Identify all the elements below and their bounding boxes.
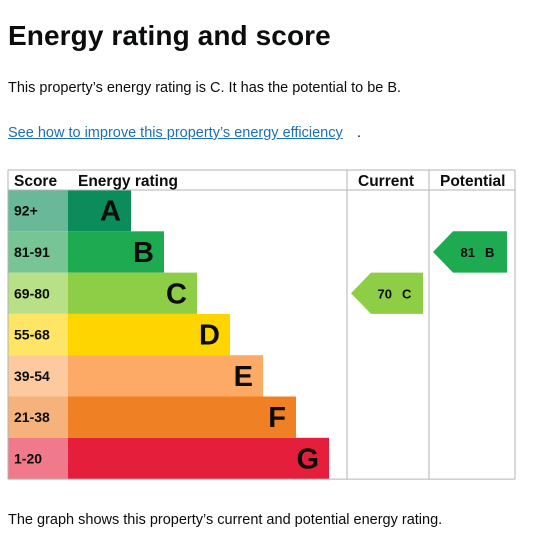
score-cell-g [8,437,68,480]
score-cell-f [8,396,68,438]
header-current: Current [358,173,414,190]
score-label-d: 55-68 [14,327,50,343]
rating-summary: This property’s energy rating is C. It h… [8,80,402,96]
rating-bar-a [68,190,131,232]
potential-rating-letter: B [485,245,494,260]
rating-letter-a: A [100,196,121,228]
rating-letter-d: D [199,320,220,352]
score-cell-d [8,313,68,356]
current-rating-arrow [351,272,423,314]
score-cell-b [8,231,68,273]
score-cell-a [8,190,68,232]
rating-bar-f [68,396,296,438]
header-potential: Potential [440,173,505,190]
rating-letter-c: C [166,278,187,310]
rating-bar-b [68,231,164,273]
current-rating-score: 70 [378,286,392,301]
score-label-c: 69-80 [14,285,50,301]
rating-bar-e [68,355,263,397]
rating-bar-d [68,313,230,356]
rating-letter-b: B [133,237,154,269]
link-suffix: . [357,125,362,141]
score-label-e: 39-54 [14,368,50,384]
score-label-g: 1-20 [14,450,42,466]
score-label-f: 21-38 [14,409,50,425]
header-score: Score [14,173,57,190]
page-title: Energy rating and score [8,20,331,51]
rating-letter-f: F [268,402,286,434]
score-label-a: 92+ [14,203,38,219]
score-cell-c [8,272,68,314]
rating-letter-g: G [296,443,319,475]
graph-caption: The graph shows this property’s current … [8,512,443,528]
score-cell-e [8,355,68,397]
rating-bar-c [68,272,197,314]
score-label-b: 81-91 [14,244,50,260]
potential-rating-score: 81 [461,245,475,260]
improve-efficiency-link[interactable]: See how to improve this property’s energ… [8,125,343,141]
current-rating-letter: C [402,286,412,301]
potential-rating-arrow [433,231,507,273]
rating-bar-g [68,437,329,480]
rating-letter-e: E [234,361,253,393]
header-energy-rating: Energy rating [78,173,178,190]
